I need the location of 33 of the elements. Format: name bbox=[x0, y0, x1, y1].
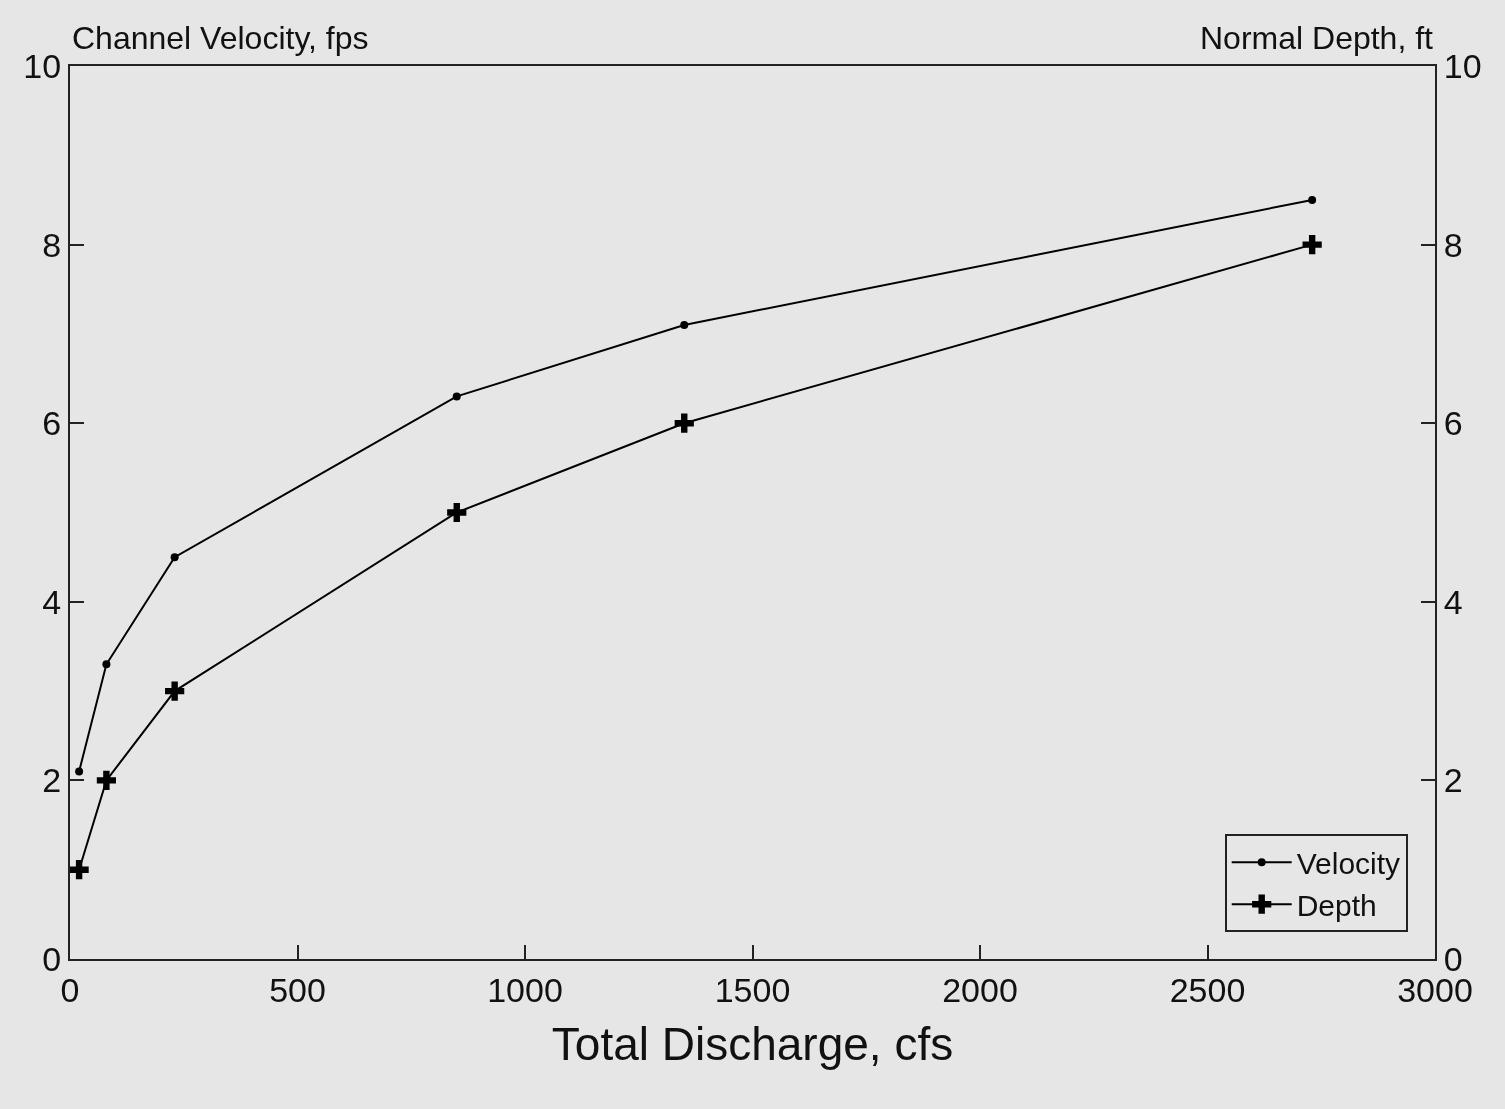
x-axis-title: Total Discharge, cfs bbox=[551, 1018, 954, 1070]
point bbox=[447, 502, 467, 523]
x-tick-label: 500 bbox=[269, 970, 326, 1009]
point bbox=[1308, 195, 1317, 204]
point bbox=[165, 681, 185, 701]
x-tick-label: 1000 bbox=[487, 970, 563, 1009]
x-tick-label: 2500 bbox=[1169, 970, 1246, 1009]
point bbox=[674, 413, 694, 433]
y-tick-label: 8 bbox=[42, 225, 62, 264]
point bbox=[102, 660, 111, 669]
y2-tick-label: 10 bbox=[1443, 46, 1482, 85]
point bbox=[96, 770, 116, 790]
y2-tick-label: 2 bbox=[1443, 761, 1463, 800]
y-axis-title: Channel Velocity, fps bbox=[72, 20, 369, 56]
y2-axis-title: Normal Depth, ft bbox=[1200, 20, 1434, 56]
y-tick-label: 10 bbox=[23, 46, 62, 85]
legend-label: Depth bbox=[1296, 888, 1377, 922]
x-tick-label: 2000 bbox=[942, 970, 1018, 1009]
y2-tick-label: 6 bbox=[1443, 404, 1463, 443]
y2-tick-label: 4 bbox=[1443, 582, 1463, 621]
y2-tick-label: 8 bbox=[1443, 225, 1463, 264]
point bbox=[70, 860, 89, 880]
legend-label: Velocity bbox=[1296, 846, 1401, 880]
y-tick-label: 2 bbox=[42, 761, 62, 800]
point bbox=[452, 392, 461, 401]
point bbox=[1302, 235, 1322, 255]
x-tick-label: 1500 bbox=[714, 970, 791, 1009]
y-tick-label: 0 bbox=[42, 939, 62, 978]
point bbox=[170, 553, 179, 562]
y-tick-label: 6 bbox=[42, 404, 62, 443]
point bbox=[680, 320, 689, 329]
y-tick-label: 4 bbox=[42, 582, 62, 621]
point bbox=[75, 767, 84, 776]
